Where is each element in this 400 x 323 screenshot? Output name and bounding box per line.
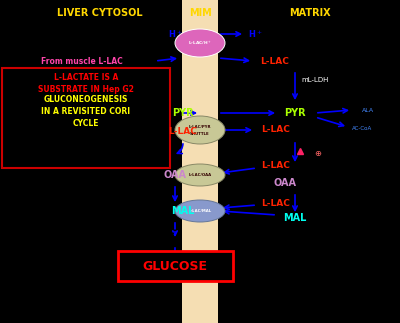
Text: From muscle L-LAC: From muscle L-LAC xyxy=(41,57,123,66)
Text: L-LAC/MAL: L-LAC/MAL xyxy=(188,209,212,213)
Text: ALA: ALA xyxy=(362,108,374,112)
Text: GLUCOSE: GLUCOSE xyxy=(142,259,208,273)
Text: MAL: MAL xyxy=(283,213,307,223)
Text: OAA: OAA xyxy=(274,178,296,188)
Text: L-LAC: L-LAC xyxy=(262,126,290,134)
Text: PYR: PYR xyxy=(172,108,194,118)
Text: H$^+$: H$^+$ xyxy=(248,28,262,40)
Ellipse shape xyxy=(175,200,225,222)
Text: ⊕: ⊕ xyxy=(314,149,322,158)
Text: LIVER CYTOSOL: LIVER CYTOSOL xyxy=(57,8,143,18)
Text: SHUTTLE: SHUTTLE xyxy=(190,132,210,136)
Text: MATRIX: MATRIX xyxy=(289,8,331,18)
Text: L-LAC: L-LAC xyxy=(168,127,198,136)
Text: L-LAC: L-LAC xyxy=(262,199,290,207)
Bar xyxy=(182,0,218,323)
Text: H$^+$: H$^+$ xyxy=(168,28,182,40)
Text: MAL: MAL xyxy=(171,206,195,216)
Text: AC-CoA: AC-CoA xyxy=(352,126,372,130)
Text: GLUCONEOGENESIS
IN A REVISITED CORI
CYCLE: GLUCONEOGENESIS IN A REVISITED CORI CYCL… xyxy=(42,95,130,128)
Text: MIM: MIM xyxy=(189,8,211,18)
Text: L-LAC/PYR: L-LAC/PYR xyxy=(189,125,211,129)
FancyBboxPatch shape xyxy=(2,68,170,168)
Text: PYR: PYR xyxy=(284,108,306,118)
Text: L-LAC: L-LAC xyxy=(262,161,290,170)
Ellipse shape xyxy=(175,164,225,186)
Text: OAA: OAA xyxy=(164,170,186,180)
Text: L-LAC: L-LAC xyxy=(260,57,290,66)
Text: L-LAC/H$^+$: L-LAC/H$^+$ xyxy=(188,39,212,47)
Ellipse shape xyxy=(175,29,225,57)
Ellipse shape xyxy=(175,116,225,144)
Text: mL-LDH: mL-LDH xyxy=(301,77,329,83)
Text: L-LAC/OAA: L-LAC/OAA xyxy=(188,173,212,177)
Text: L-LACTATE IS A
SUBSTRATE IN Hep G2: L-LACTATE IS A SUBSTRATE IN Hep G2 xyxy=(38,73,134,94)
FancyBboxPatch shape xyxy=(118,251,233,281)
